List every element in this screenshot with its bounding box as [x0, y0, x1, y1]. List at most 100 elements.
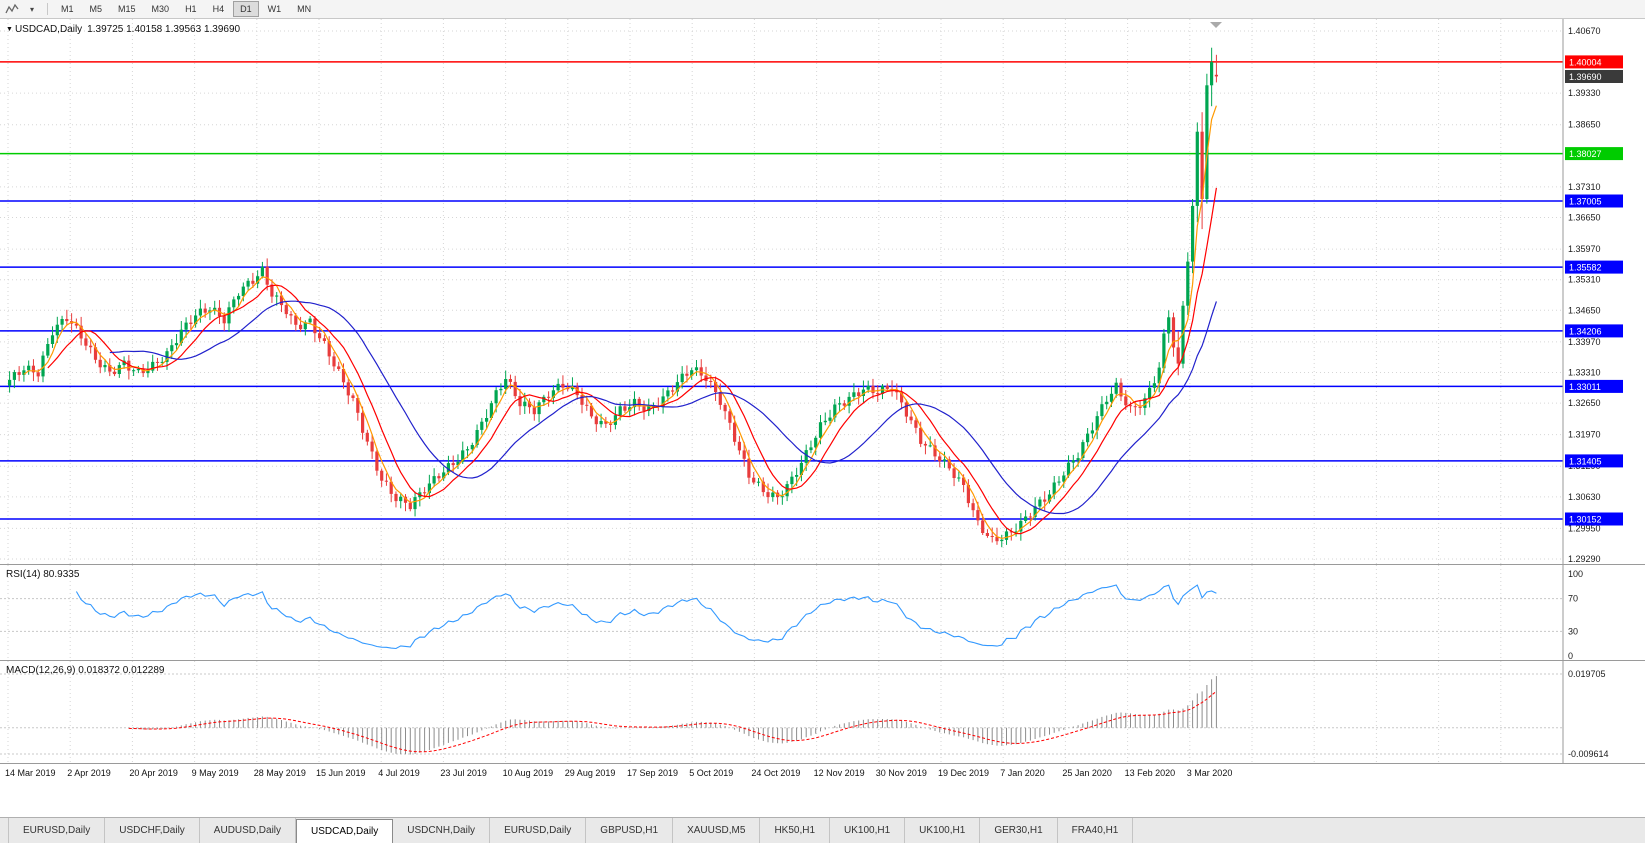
timeframe-button-D1[interactable]: D1 [233, 1, 259, 17]
date-label: 23 Jul 2019 [440, 768, 487, 778]
moving-average-4 [23, 105, 1217, 540]
macd-indicator-panel[interactable]: 0.019705 -0.009614 MACD(12,26,9) 0.018372… [0, 661, 1645, 764]
dropdown-caret-icon[interactable]: ▾ [29, 4, 34, 14]
svg-text:1.39690: 1.39690 [1569, 72, 1602, 82]
timeframe-button-W1[interactable]: W1 [267, 4, 282, 14]
rsi-tick-label: 70 [1568, 594, 1578, 604]
chart-symbol-icon[interactable] [2, 2, 22, 16]
moving-average-9 [47, 187, 1217, 535]
date-label: 3 Mar 2020 [1186, 768, 1233, 778]
date-label: 9 May 2019 [191, 768, 239, 778]
price-tag-1.34206: 1.34206 [1565, 324, 1623, 338]
price-tick-label: 1.29950 [1568, 523, 1601, 533]
current-price-tag: 1.39690 [1565, 70, 1623, 83]
chart-tab-uk100-h1[interactable]: UK100,H1 [830, 818, 906, 843]
timeframe-button-group: M1 M5 M15 M30 H1 H4 D1 W1 MN [53, 1, 319, 17]
chart-tab-bar: EURUSD,Daily USDCHF,Daily AUDUSD,Daily USDC… [0, 817, 1645, 843]
vertical-gridlines [7, 661, 1502, 763]
svg-text:1.30152: 1.30152 [1569, 515, 1602, 525]
date-label: 13 Feb 2020 [1124, 768, 1176, 778]
rsi-tick-label: 30 [1568, 626, 1578, 636]
rsi-canvas[interactable]: 100 70 30 0 [0, 565, 1645, 660]
chart-tab-usdcad-daily[interactable]: USDCAD,Daily [296, 819, 394, 843]
chart-tab-fra40-h1[interactable]: FRA40,H1 [1058, 818, 1134, 843]
chart-shift-marker[interactable] [1210, 22, 1222, 28]
price-tick-label: 1.34650 [1568, 305, 1601, 315]
moving-average-22 [109, 300, 1217, 515]
chart-tab-hk50-h1[interactable]: HK50,H1 [760, 818, 831, 843]
chart-tab-gbpusd-h1[interactable]: GBPUSD,H1 [586, 818, 674, 843]
price-tick-label: 1.37310 [1568, 182, 1601, 192]
chart-tab-usdchf-daily[interactable]: USDCHF,Daily [105, 818, 200, 843]
chart-tab-xauusd-m5[interactable]: XAUUSD,M5 [673, 818, 761, 843]
chart-tab-audusd-daily[interactable]: AUDUSD,Daily [200, 818, 297, 843]
timeframe-button-M1[interactable]: M1 [61, 4, 74, 14]
macd-canvas[interactable]: 0.019705 -0.009614 [0, 661, 1645, 763]
svg-text:1.31405: 1.31405 [1569, 456, 1602, 466]
date-label: 15 Jun 2019 [316, 768, 366, 778]
date-label: 19 Dec 2019 [938, 768, 990, 778]
date-label: 25 Jan 2020 [1062, 768, 1112, 778]
macd-histogram [128, 676, 1217, 755]
macd-label: MACD(12,26,9) 0.018372 0.012289 [6, 665, 165, 676]
price-tick-label: 1.38650 [1568, 120, 1601, 130]
date-label: 10 Aug 2019 [502, 768, 554, 778]
chart-tab-eurusd-daily[interactable]: EURUSD,Daily [490, 818, 587, 843]
price-tick-label: 1.32650 [1568, 398, 1601, 408]
main-chart-canvas[interactable]: 1.40670 1.39330 1.38650 1.37310 1.36650 1.359… [0, 19, 1645, 564]
price-tick-label: 1.40670 [1568, 26, 1601, 36]
chart-tab-usdcnh-daily[interactable]: USDCNH,Daily [393, 818, 491, 843]
date-label: 29 Aug 2019 [564, 768, 616, 778]
timeframe-button-MN[interactable]: MN [297, 4, 312, 14]
timeframe-button-M5[interactable]: M5 [89, 4, 103, 14]
svg-text:1.35582: 1.35582 [1569, 263, 1602, 273]
price-tag-1.37005: 1.37005 [1565, 194, 1623, 208]
price-tick-label: 1.31970 [1568, 430, 1601, 440]
price-tick-label: 1.39330 [1568, 88, 1601, 98]
svg-text:1.38027: 1.38027 [1569, 149, 1602, 159]
date-label: 14 Mar 2019 [5, 768, 56, 778]
candles-group [8, 47, 1218, 548]
price-tick-label: 1.33310 [1568, 367, 1601, 377]
price-tick-label: 1.36650 [1568, 213, 1601, 223]
date-label: 28 May 2019 [253, 768, 306, 778]
date-label: 24 Oct 2019 [751, 768, 801, 778]
collapse-caret-icon[interactable]: ▼ [6, 26, 13, 33]
chart-tab-ger30-h1[interactable]: GER30,H1 [980, 818, 1058, 843]
rsi-indicator-panel[interactable]: 100 70 30 0 RSI(14) 80.9335 [0, 565, 1645, 661]
rsi-line [75, 584, 1217, 650]
svg-text:1.33011: 1.33011 [1569, 382, 1601, 392]
chart-tab-uk100-h1[interactable]: UK100,H1 [905, 818, 981, 843]
price-tick-label: 1.30630 [1568, 492, 1601, 502]
timeframe-button-M15[interactable]: M15 [118, 4, 136, 14]
date-label: 5 Oct 2019 [689, 768, 734, 778]
timeframe-button-M30[interactable]: M30 [151, 4, 170, 14]
date-label: 17 Sep 2019 [627, 768, 679, 778]
price-tick-label: 1.35310 [1568, 275, 1601, 285]
timeframe-button-H1[interactable]: H1 [185, 4, 197, 14]
svg-text:1.34206: 1.34206 [1569, 326, 1602, 336]
macd-signal-line [128, 690, 1217, 753]
date-label: 30 Nov 2019 [875, 768, 927, 778]
price-tag-1.33011: 1.33011 [1565, 379, 1623, 393]
date-label: 4 Jul 2019 [378, 768, 420, 778]
svg-text:1.37005: 1.37005 [1569, 197, 1602, 207]
rsi-tick-label: 100 [1568, 569, 1583, 579]
price-tag-1.30152: 1.30152 [1565, 512, 1623, 526]
chart-tab-eurusd-daily[interactable]: EURUSD,Daily [8, 818, 106, 843]
price-tick-label: 1.35970 [1568, 244, 1601, 254]
svg-text:1.40004: 1.40004 [1569, 57, 1602, 67]
time-axis[interactable]: 14 Mar 2019 2 Apr 2019 20 Apr 2019 9 May 20… [0, 764, 1645, 817]
rsi-label: RSI(14) 80.9335 [6, 569, 80, 580]
toolbar-separator [47, 3, 48, 15]
macd-tick-label: 0.019705 [1568, 669, 1606, 679]
price-tick-label: 1.33970 [1568, 337, 1601, 347]
date-label: 7 Jan 2020 [1000, 768, 1045, 778]
chart-title: ▼ USDCAD,Daily 1.39725 1.40158 1.39563 1.3… [6, 24, 240, 35]
main-chart-panel[interactable]: 1.40670 1.39330 1.38650 1.37310 1.36650 1.359… [0, 19, 1645, 565]
price-tag-1.40004: 1.40004 [1565, 55, 1623, 69]
timeframe-button-H4[interactable]: H4 [212, 4, 225, 14]
rsi-tick-label: 0 [1568, 651, 1573, 660]
price-tick-label: 1.29290 [1568, 554, 1601, 564]
